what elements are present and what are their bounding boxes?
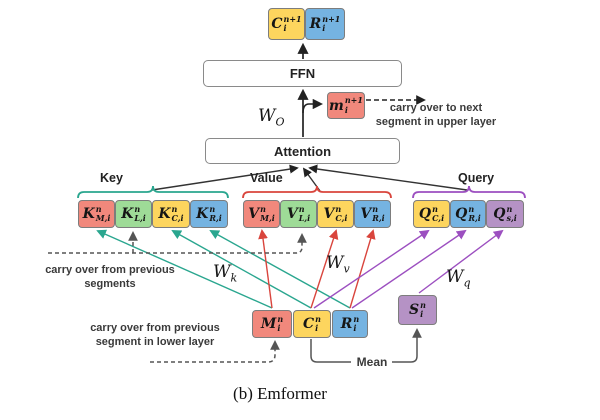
output-right-scripts: n+1 i (322, 13, 341, 33)
wv-label: Wv (326, 253, 350, 276)
query-brace (412, 185, 526, 199)
wv-arrow-c (310, 229, 339, 309)
wv-arrow-m (258, 229, 273, 309)
wk-arrow-c (171, 230, 312, 309)
mean-connector-left (310, 339, 351, 363)
carry-prev-to-vl-dashed (48, 233, 307, 254)
wo-label: WO (258, 106, 285, 129)
wv-arrow-r (349, 229, 376, 309)
query-group-label: Query (458, 171, 495, 185)
key-to-attention-arrow (151, 164, 299, 191)
carry-lower-annotation: carry over from previous segment in lowe… (90, 322, 220, 348)
value-center-block: V n C,i (317, 200, 354, 228)
wk-label: Wk (213, 262, 238, 285)
wq-arrow-c (313, 229, 430, 309)
value-group-label: Value (250, 171, 283, 185)
query-center-block: Q n C,i (413, 200, 450, 228)
key-right-context-block: K n R,i (190, 200, 228, 228)
carry-lower-to-m-dashed (150, 340, 280, 363)
memory-output-block: m n+1 i (327, 92, 365, 119)
value-brace (242, 185, 392, 199)
figure-caption: (b) Emformer (233, 384, 327, 403)
output-center-symbol: C (271, 16, 283, 32)
ffn-label: FFN (289, 66, 316, 81)
key-brace (77, 185, 229, 199)
mean-connector-right (392, 328, 422, 363)
output-right-block: R n+1 i (305, 8, 345, 40)
key-left-context-block: K n L,i (115, 200, 152, 228)
key-memory-block: K n M,i (78, 200, 115, 228)
wk-arrow-m (96, 229, 273, 309)
ffn-block: FFN (203, 60, 402, 87)
query-to-attention-arrow (308, 164, 468, 191)
value-memory-block: V n M,i (243, 200, 280, 228)
memory-branch-arrow (302, 98, 324, 114)
mean-label: Mean (356, 355, 388, 369)
wq-label: Wq (446, 267, 471, 290)
key-group-label: Key (100, 171, 123, 185)
carry-upper-annotation: carry over to next segment in upper laye… (375, 102, 497, 128)
query-right-context-block: Q n R,i (450, 200, 486, 228)
key-center-block: K n C,i (152, 200, 190, 228)
wq-arrow-s (418, 229, 504, 294)
wk-arrow-r (209, 230, 351, 309)
wq-arrow-r (351, 229, 467, 309)
attention-block: Attention (205, 138, 400, 164)
value-right-context-block: V n R,i (354, 200, 391, 228)
output-center-block: C n+1 i (268, 8, 305, 40)
carry-prev-segments-annotation: carry over from previous segments (45, 264, 175, 290)
value-left-context-block: V n L,i (280, 200, 317, 228)
output-right-symbol: R (309, 16, 322, 32)
output-center-scripts: n+1 i (283, 13, 302, 33)
attention-label: Attention (273, 143, 332, 159)
query-summary-block: Q n s,i (486, 200, 524, 228)
